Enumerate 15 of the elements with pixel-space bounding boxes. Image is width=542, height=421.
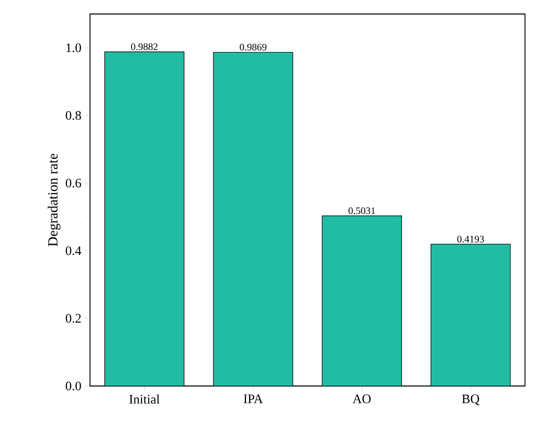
y-tick-label: 0.6 [66, 178, 82, 188]
x-tick-label: AO [352, 394, 371, 404]
y-axis-title: Degradation rate [48, 154, 60, 246]
x-tick-label: Initial [129, 394, 160, 404]
y-tick-label: 0.2 [66, 314, 81, 323]
x-tick-label: BQ [462, 394, 480, 406]
y-tick-label: 1.0 [66, 43, 81, 52]
data-label: 0.9882 [131, 43, 158, 50]
data-label: 0.4193 [457, 236, 484, 243]
data-label: 0.9869 [240, 44, 266, 51]
y-tick-label: 0.4 [66, 246, 82, 256]
y-tick-label: 0.0 [66, 382, 81, 390]
x-tick-label: IPA [244, 394, 263, 404]
y-tick-label: 0.8 [66, 111, 81, 120]
data-label: 0.5031 [348, 207, 375, 214]
